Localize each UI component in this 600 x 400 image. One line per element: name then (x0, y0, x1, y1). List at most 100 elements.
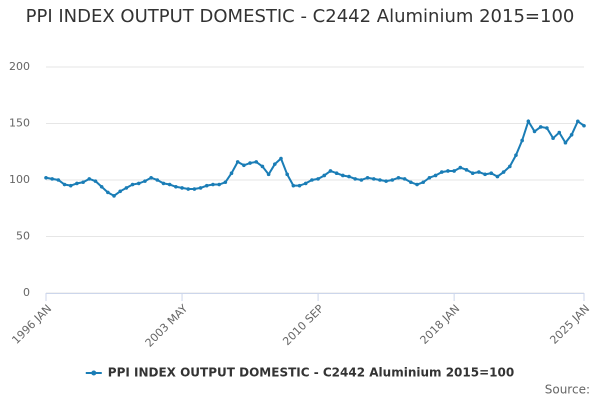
x-tick-label: 2025 JAN (547, 302, 592, 347)
point (384, 179, 388, 183)
point (582, 123, 586, 128)
point (68, 183, 73, 188)
point (464, 168, 469, 172)
point (514, 153, 518, 157)
point (62, 182, 67, 187)
point (569, 133, 574, 137)
point (273, 162, 277, 166)
point (576, 119, 580, 124)
point (495, 174, 500, 179)
point (507, 164, 512, 169)
point (266, 172, 271, 177)
point (204, 183, 209, 188)
point (557, 130, 562, 135)
point (446, 169, 450, 173)
point (538, 125, 543, 129)
point (347, 174, 351, 179)
point (149, 175, 153, 180)
point (75, 181, 79, 186)
point (371, 177, 376, 181)
point (483, 172, 487, 177)
point (477, 170, 481, 174)
point (297, 183, 302, 188)
point (353, 177, 357, 181)
x-tick-label: 2010 SEP (280, 302, 326, 348)
x-tick-label: 2018 JAN (418, 302, 463, 347)
point (359, 178, 364, 182)
point (452, 169, 456, 173)
line (45, 118, 585, 198)
chart-title: PPI INDEX OUTPUT DOMESTIC - C2442 Alumin… (25, 6, 575, 27)
point (124, 186, 129, 190)
point (106, 190, 110, 195)
point (409, 180, 413, 185)
point (378, 178, 382, 182)
point (217, 182, 221, 187)
point (390, 178, 395, 182)
point (229, 171, 234, 176)
point (143, 179, 147, 183)
point (291, 183, 296, 188)
point (433, 173, 438, 178)
point (235, 160, 240, 164)
point (44, 175, 48, 180)
point (415, 182, 419, 187)
point (520, 138, 524, 143)
source-label: Source: (545, 383, 590, 397)
point (50, 177, 54, 181)
point (341, 173, 345, 178)
point (470, 171, 475, 176)
point (427, 175, 432, 180)
point (93, 179, 98, 183)
point (174, 184, 178, 189)
point (192, 187, 197, 191)
point (310, 178, 314, 182)
point (365, 175, 370, 180)
point (421, 180, 426, 185)
point (545, 126, 549, 130)
legend-label: PPI INDEX OUTPUT DOMESTIC - C2442 Alumin… (108, 366, 514, 380)
point (551, 136, 555, 140)
point (118, 189, 123, 194)
point (532, 129, 537, 134)
point (303, 181, 308, 186)
point (198, 186, 203, 190)
point (211, 182, 215, 187)
point (316, 177, 320, 181)
point (334, 171, 339, 176)
point (87, 177, 92, 181)
point (322, 173, 327, 178)
point (130, 182, 135, 187)
point (99, 184, 104, 189)
point (279, 156, 283, 161)
point (242, 163, 246, 168)
point (501, 170, 506, 174)
point (254, 160, 259, 164)
x-tick-label: 1996 JAN (9, 302, 54, 347)
point (439, 170, 444, 174)
point (396, 175, 401, 180)
point (248, 161, 252, 165)
point (526, 119, 531, 124)
legend-marker (91, 370, 97, 376)
point (180, 186, 184, 190)
point (489, 171, 494, 176)
point (155, 178, 160, 182)
y-tick-label: 150 (9, 117, 30, 130)
y-tick-label: 100 (9, 173, 30, 186)
x-tick-label: 2003 MAY (143, 302, 191, 350)
point (285, 172, 289, 177)
point (223, 180, 228, 185)
y-tick-label: 0 (23, 286, 30, 299)
point (260, 164, 265, 169)
point (161, 181, 166, 186)
point (81, 180, 85, 185)
y-tick-label: 50 (16, 230, 30, 243)
y-tick-label: 200 (9, 60, 30, 73)
point (458, 165, 463, 170)
point (563, 140, 568, 145)
point (136, 181, 141, 186)
point (56, 178, 61, 182)
